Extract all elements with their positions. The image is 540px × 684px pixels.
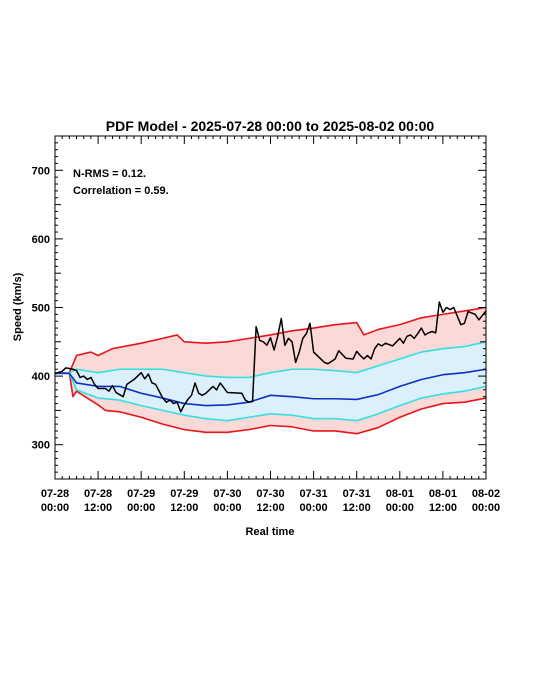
x-tick-label-date: 07-31 bbox=[343, 488, 371, 500]
x-tick-label-time: 12:00 bbox=[84, 502, 112, 514]
series-line-inner-lower bbox=[55, 372, 487, 422]
y-tick-label: 700 bbox=[32, 165, 50, 177]
x-tick-label-date: 08-01 bbox=[386, 488, 414, 500]
x-tick-label-date: 07-30 bbox=[256, 488, 284, 500]
x-tick-label-date: 07-30 bbox=[213, 488, 241, 500]
x-tick-label-time: 00:00 bbox=[472, 502, 500, 514]
y-tick-label: 400 bbox=[32, 371, 50, 383]
x-tick-label-date: 07-28 bbox=[41, 488, 69, 500]
inner-band-fill bbox=[55, 341, 486, 421]
x-tick-label-time: 00:00 bbox=[41, 502, 69, 514]
series-line-observed bbox=[54, 301, 487, 413]
band-layer bbox=[55, 307, 486, 434]
series-line-inner-upper bbox=[54, 341, 487, 379]
line-layer bbox=[54, 301, 487, 435]
x-tick-label-time: 00:00 bbox=[300, 502, 328, 514]
tick-label-layer: 300 400 500 600 700 07-28 00:00 07-28 12:00 07-29… bbox=[32, 165, 500, 514]
series-line-outer-lower bbox=[55, 372, 487, 435]
x-tick-label-time: 12:00 bbox=[170, 502, 198, 514]
y-axis-label: Speed (km/s) bbox=[12, 272, 24, 341]
x-tick-label-time: 00:00 bbox=[213, 502, 241, 514]
x-tick-label-time: 00:00 bbox=[127, 502, 155, 514]
x-tick-label-date: 07-28 bbox=[84, 488, 112, 500]
nrms-annotation: N-RMS = 0.12. bbox=[73, 168, 146, 180]
chart-title: PDF Model - 2025-07-28 00:00 to 2025-08-… bbox=[106, 118, 435, 134]
x-tick-label-date: 07-29 bbox=[170, 488, 198, 500]
x-tick-label-time: 12:00 bbox=[256, 502, 284, 514]
series-line-outer-upper bbox=[54, 306, 487, 375]
x-axis-label: Real time bbox=[246, 526, 295, 538]
x-tick-label-time: 12:00 bbox=[343, 502, 371, 514]
x-tick-label-date: 07-31 bbox=[300, 488, 328, 500]
axes-layer bbox=[54, 135, 487, 480]
x-tick-label-date: 08-01 bbox=[429, 488, 457, 500]
correlation-annotation: Correlation = 0.59. bbox=[73, 185, 169, 197]
x-tick-label-time: 12:00 bbox=[429, 502, 457, 514]
y-tick-label: 500 bbox=[32, 303, 50, 315]
x-tick-label-time: 00:00 bbox=[386, 502, 414, 514]
x-tick-label-date: 07-29 bbox=[127, 488, 155, 500]
series-line-median bbox=[55, 368, 487, 407]
x-tick-label-date: 08-02 bbox=[472, 488, 500, 500]
y-tick-label: 300 bbox=[32, 440, 50, 452]
y-tick-label: 600 bbox=[32, 234, 50, 246]
